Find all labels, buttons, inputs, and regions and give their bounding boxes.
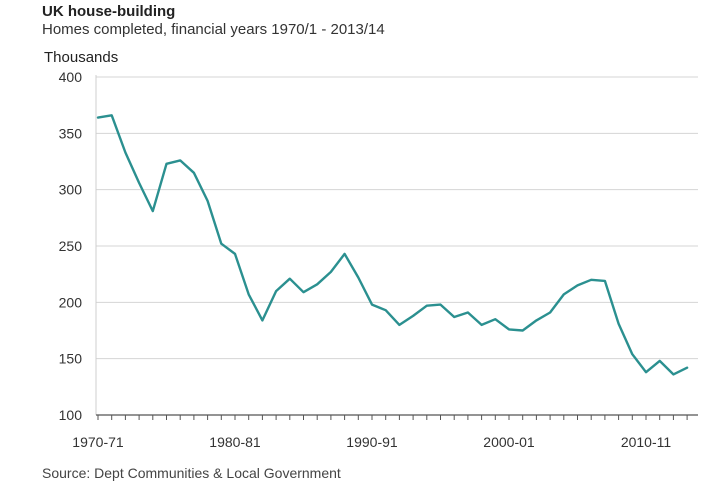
x-tick-labels: 1970-71 1980-81 1990-91 2000-01 2010-11 bbox=[72, 434, 671, 450]
axes bbox=[95, 75, 698, 420]
x-tick-label: 2010-11 bbox=[621, 434, 672, 450]
y-tick-label: 250 bbox=[59, 238, 83, 254]
y-tick-label: 100 bbox=[59, 407, 83, 423]
x-tick-label: 1970-71 bbox=[72, 434, 124, 450]
x-tick-label: 1990-91 bbox=[346, 434, 398, 450]
y-tick-label: 350 bbox=[59, 125, 83, 141]
series-line bbox=[96, 114, 689, 376]
chart-subtitle: Homes completed, financial years 1970/1 … bbox=[42, 21, 385, 38]
y-tick-label: 200 bbox=[59, 294, 83, 310]
grid-lines bbox=[96, 76, 698, 360]
x-tick-label: 1980-81 bbox=[209, 434, 261, 450]
series-layer bbox=[96, 114, 689, 376]
source-note: Source: Dept Communities & Local Governm… bbox=[42, 465, 341, 481]
y-tick-label: 150 bbox=[59, 351, 83, 367]
y-tick-labels: 100 150 200 250 300 350 400 bbox=[59, 69, 83, 423]
y-tick-label: 300 bbox=[59, 182, 83, 198]
chart-title: UK house-building bbox=[42, 3, 176, 20]
y-tick-label: 400 bbox=[59, 69, 83, 85]
x-tick-label: 2000-01 bbox=[483, 434, 535, 450]
y-axis-label: Thousands bbox=[44, 49, 119, 66]
